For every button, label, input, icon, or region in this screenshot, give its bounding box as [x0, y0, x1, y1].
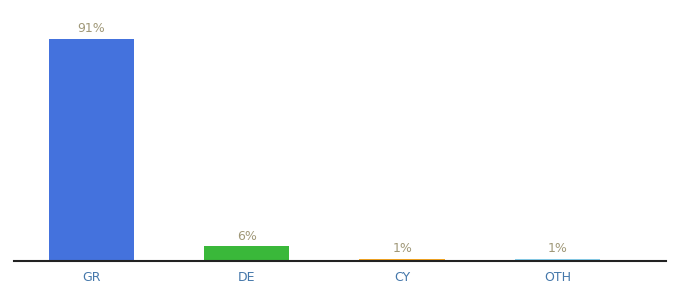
- Bar: [204, 246, 290, 261]
- Bar: [360, 259, 445, 261]
- Text: 1%: 1%: [547, 242, 568, 255]
- Text: 6%: 6%: [237, 230, 256, 243]
- Bar: [515, 259, 600, 261]
- Text: 1%: 1%: [392, 242, 412, 255]
- Text: 91%: 91%: [78, 22, 105, 35]
- Bar: [48, 39, 134, 261]
